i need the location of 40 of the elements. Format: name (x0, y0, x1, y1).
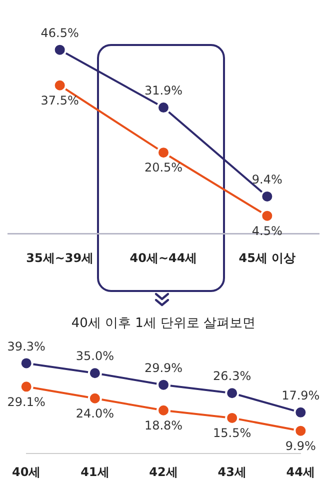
data-label: 35.0% (76, 349, 114, 364)
point (19, 356, 34, 370)
point (19, 380, 34, 394)
point (52, 78, 67, 92)
point (88, 391, 102, 406)
point (260, 208, 274, 223)
data-label: 31.9% (144, 84, 183, 98)
data-label: 4.5% (252, 224, 282, 238)
data-label: 24.0% (76, 406, 114, 421)
x-tick-label: 40세~44세 (130, 250, 198, 265)
data-label: 26.3% (213, 369, 252, 384)
data-label: 39.3% (7, 339, 46, 354)
chart-title: 40세 이후 1세 단위로 살펴보면 (71, 316, 256, 332)
x-tick-label: 44세 (286, 464, 315, 479)
x-tick-label: 40세 (12, 464, 41, 479)
point (156, 100, 170, 115)
x-tick-label: 41세 (80, 464, 110, 479)
data-label: 17.9% (282, 388, 320, 403)
data-label: 9.9% (285, 438, 316, 453)
point (294, 405, 308, 420)
point (294, 424, 308, 438)
point (260, 189, 274, 204)
x-tick-label: 42세 (149, 464, 178, 479)
data-label: 18.8% (144, 418, 183, 432)
point (156, 378, 170, 392)
point (156, 403, 170, 418)
data-label: 20.5% (144, 160, 183, 175)
point (225, 386, 240, 400)
point (52, 42, 67, 57)
point (88, 366, 102, 380)
x-tick-label: 35세~39세 (26, 250, 94, 265)
data-label: 15.5% (213, 426, 252, 440)
data-label: 9.4% (252, 172, 282, 187)
point (156, 146, 170, 160)
data-label: 37.5% (40, 94, 79, 108)
data-label: 46.5% (40, 26, 79, 40)
x-tick-label: 43세 (218, 464, 246, 479)
data-label: 29.9% (144, 360, 183, 375)
x-tick-label: 45세 이상 (238, 250, 296, 265)
data-label: 29.1% (7, 394, 46, 409)
